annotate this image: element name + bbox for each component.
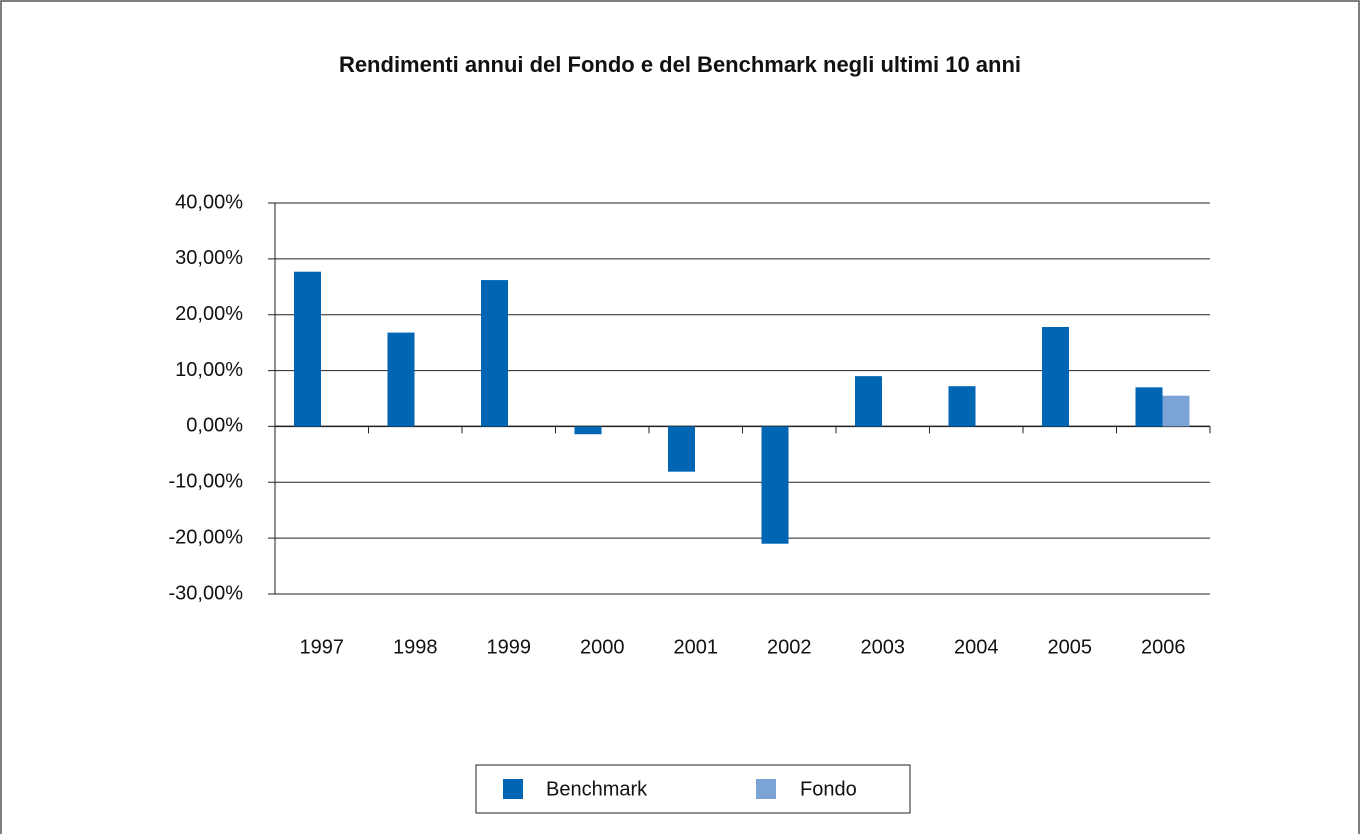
y-tick-label: 20,00% — [175, 303, 243, 325]
legend-label: Benchmark — [546, 778, 648, 800]
x-tick-label: 2001 — [674, 636, 719, 658]
bar — [1135, 387, 1163, 427]
bar — [948, 386, 976, 427]
x-tick-label: 2000 — [580, 636, 625, 658]
bar — [855, 376, 882, 427]
legend-label: Fondo — [800, 778, 857, 800]
x-tick-label: 2005 — [1048, 636, 1093, 658]
x-tick-label: 1998 — [393, 636, 438, 658]
y-tick-label: 0,00% — [186, 415, 243, 437]
y-tick-label: 10,00% — [175, 359, 243, 381]
y-tick-label: -20,00% — [169, 526, 244, 548]
bar — [574, 426, 602, 435]
x-tick-label: 1999 — [487, 636, 532, 658]
bar — [294, 271, 321, 427]
legend-swatch — [503, 779, 523, 799]
y-tick-label: 40,00% — [175, 191, 243, 213]
bar — [1162, 395, 1190, 427]
y-tick-label: -30,00% — [169, 582, 244, 604]
y-tick-label: 30,00% — [175, 247, 243, 269]
bar — [668, 426, 695, 472]
x-tick-label: 1997 — [300, 636, 345, 658]
bar — [1042, 327, 1069, 427]
x-tick-label: 2004 — [954, 636, 999, 658]
x-tick-label: 2003 — [861, 636, 906, 658]
x-tick-label: 2002 — [767, 636, 812, 658]
bar — [761, 426, 789, 544]
chart-title: Rendimenti annui del Fondo e del Benchma… — [339, 52, 1021, 77]
bar — [481, 280, 508, 427]
legend-swatch — [756, 779, 776, 799]
legend-box — [475, 764, 911, 814]
bar — [387, 332, 415, 427]
y-tick-label: -10,00% — [169, 471, 244, 493]
x-tick-label: 2006 — [1141, 636, 1186, 658]
